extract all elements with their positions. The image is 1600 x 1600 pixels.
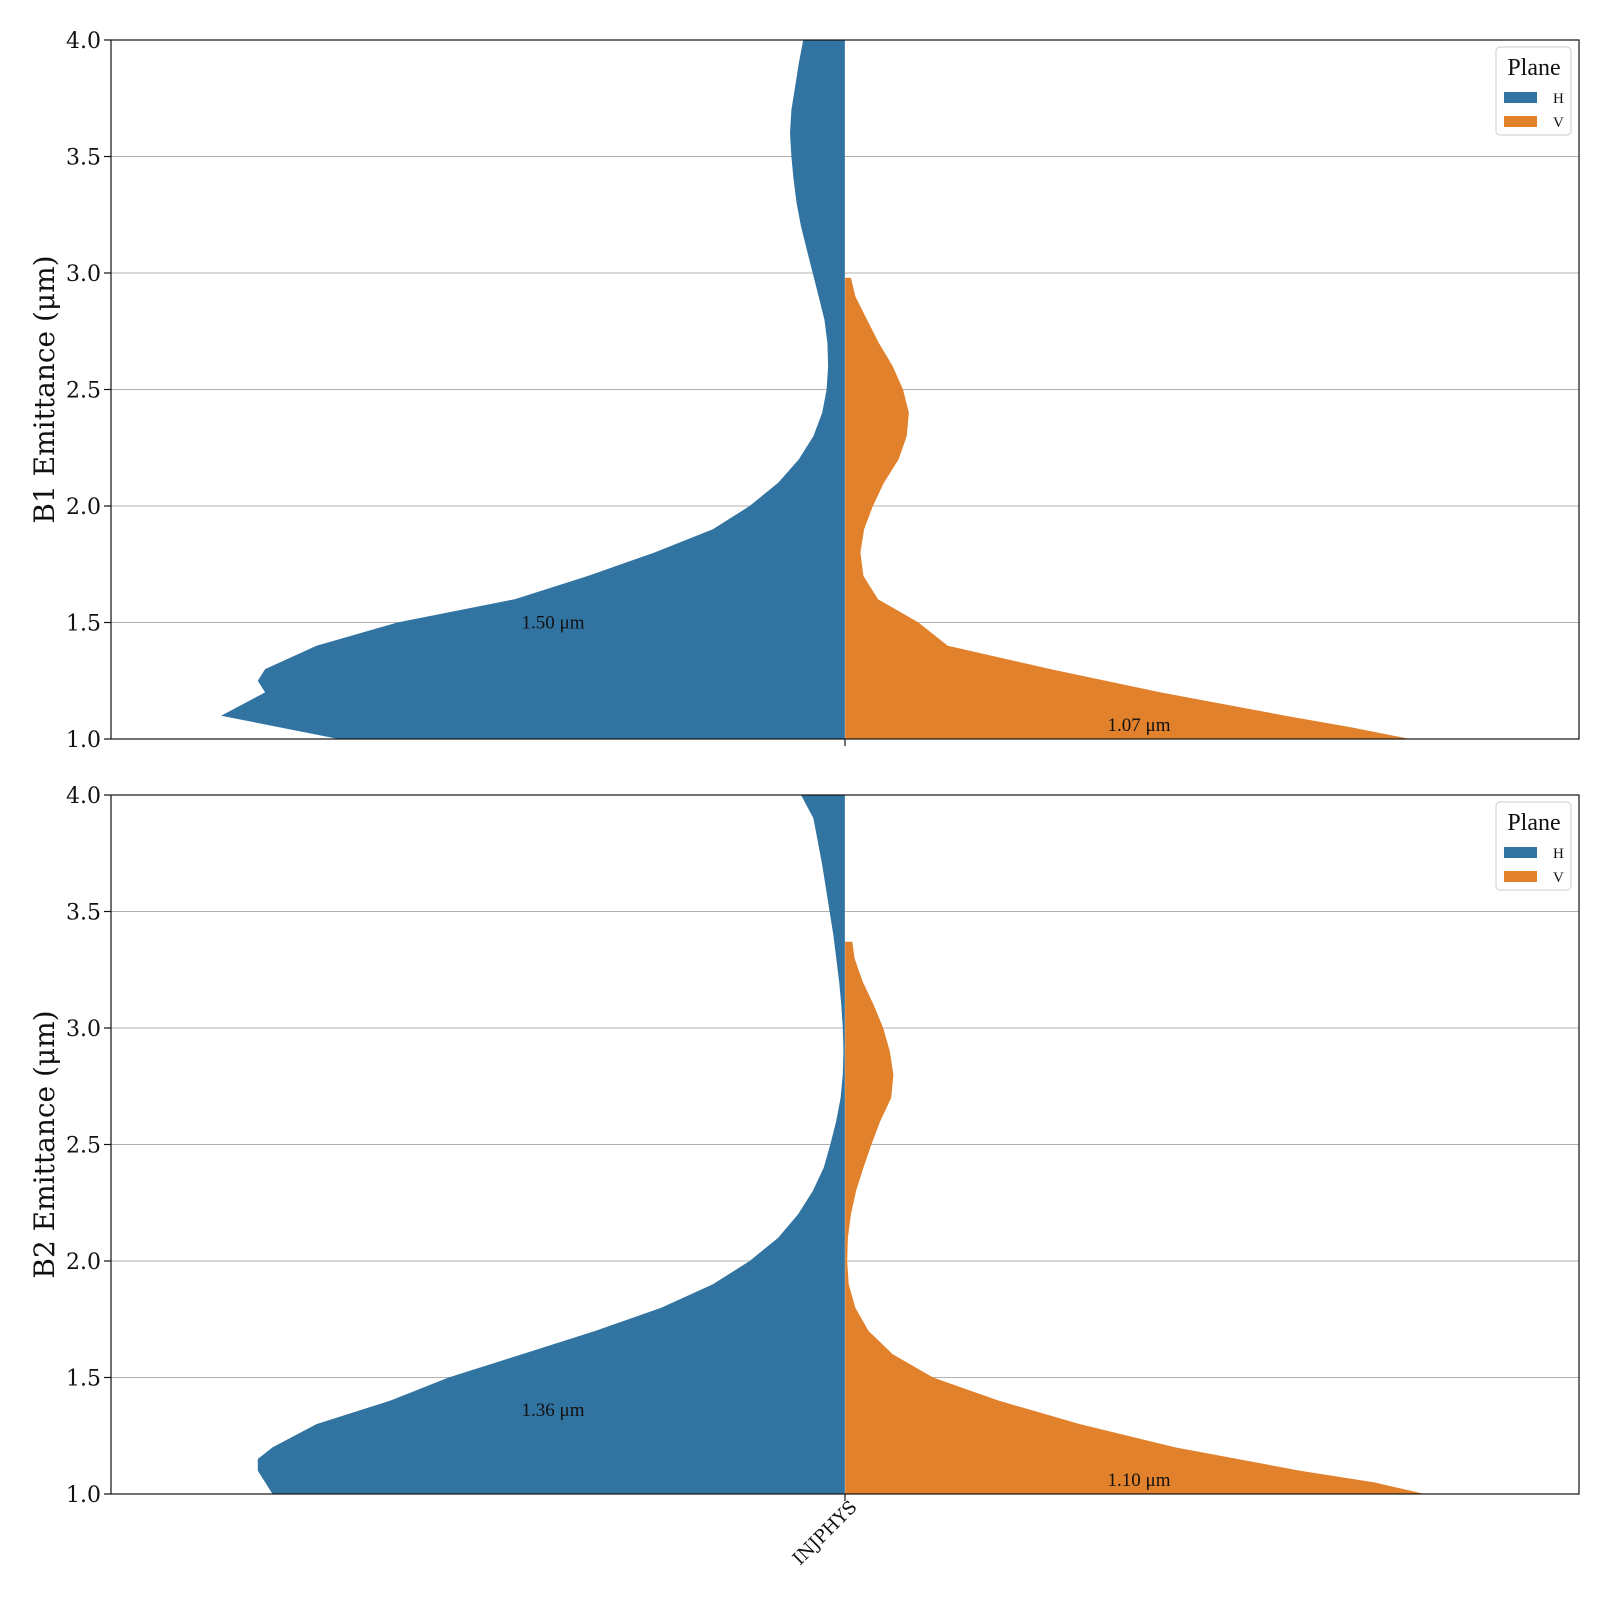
- legend-swatch-v: [1504, 116, 1537, 127]
- legend-label-v: V: [1553, 115, 1564, 131]
- median-label-h: 1.36 μm: [522, 1400, 585, 1421]
- violin-half-v: [845, 277, 1411, 739]
- legend-title: Plane: [1507, 810, 1560, 836]
- median-label-v: 1.07 μm: [1108, 715, 1171, 736]
- y-axis-title: B2 Emittance (μm): [28, 1010, 61, 1278]
- y-tick-label: 4.0: [66, 784, 101, 809]
- y-tick-label: 1.0: [66, 728, 101, 753]
- y-tick-label: 2.0: [66, 1250, 101, 1275]
- x-category-label: INJPHYS: [789, 1497, 862, 1570]
- y-tick-label: 4.0: [66, 29, 101, 54]
- legend-box: [1495, 46, 1572, 136]
- median-label-h: 1.50 μm: [522, 613, 585, 634]
- y-tick-label: 1.5: [66, 612, 101, 637]
- y-tick-label: 3.5: [66, 901, 101, 926]
- y-tick-label: 2.0: [66, 495, 101, 520]
- legend-label-h: H: [1553, 846, 1564, 862]
- violin-half-h: [257, 795, 845, 1494]
- violin-half-h: [221, 40, 846, 739]
- legend-swatch-h: [1504, 847, 1537, 858]
- y-tick-label: 2.5: [66, 379, 101, 404]
- legend: Plane HV: [1495, 801, 1572, 891]
- legend-swatch-v: [1504, 871, 1537, 882]
- panel-b2: 1.36 μm 1.10 μm 1.0 1.5 2.0 2.5 3.0 3.5 4.0 B2 Em…: [28, 784, 1580, 1508]
- legend-label-v: V: [1553, 870, 1564, 886]
- y-tick-label: 3.0: [66, 1017, 101, 1042]
- y-tick-label: 1.5: [66, 1367, 101, 1392]
- y-tick-label: 1.0: [66, 1483, 101, 1508]
- y-tick-label: 3.0: [66, 262, 101, 287]
- y-tick-label: 3.5: [66, 146, 101, 171]
- legend-title: Plane: [1507, 55, 1560, 81]
- panel-b1: 1.50 μm 1.07 μm 1.0 1.5 2.0 2.5 3.0 3.5 4.0 B1 Em…: [28, 29, 1580, 753]
- y-tick-label: 2.5: [66, 1134, 101, 1159]
- legend: Plane HV: [1495, 46, 1572, 136]
- median-label-v: 1.10 μm: [1108, 1470, 1171, 1491]
- legend-box: [1495, 801, 1572, 891]
- legend-swatch-h: [1504, 92, 1537, 103]
- violin-half-v: [845, 941, 1425, 1494]
- legend-label-h: H: [1553, 91, 1564, 107]
- y-axis-title: B1 Emittance (μm): [28, 255, 61, 523]
